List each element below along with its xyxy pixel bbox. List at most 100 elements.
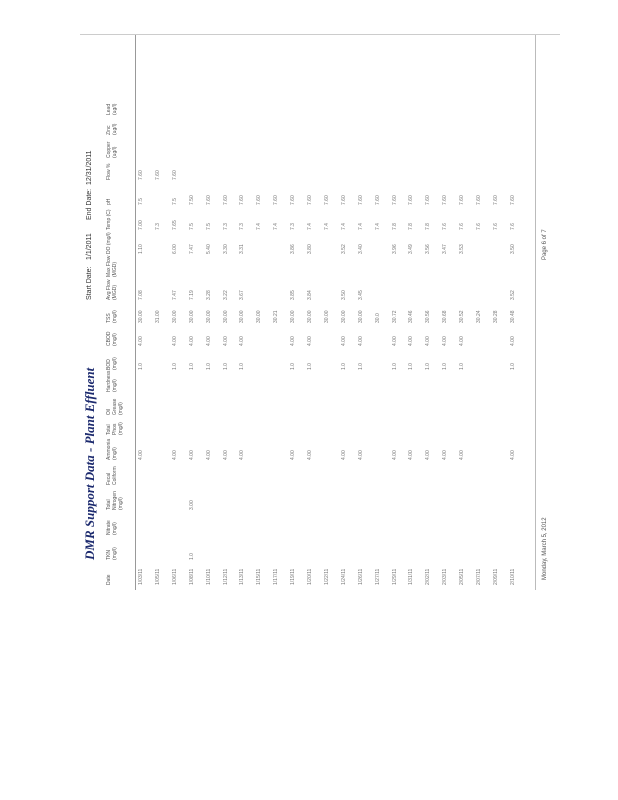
table-cell: 7.60 [492, 195, 499, 205]
table-cell: 1.0 [307, 363, 313, 370]
row-date: 1/26/11 [357, 568, 364, 585]
table-cell: 30.00 [188, 310, 195, 323]
column-header: Ammonia (mg/l) [106, 438, 118, 460]
footer-date: Monday, March 5, 2012 [542, 517, 548, 580]
table-cell: 1.0 [290, 363, 297, 370]
row-date: 1/10/11 [205, 568, 212, 585]
row-date: 2/05/11 [459, 568, 466, 585]
table-cell: 7.6 [492, 223, 499, 230]
table-cell: 3.50 [340, 290, 347, 300]
table-cell: 30.48 [509, 310, 516, 323]
table-cell: 1.0 [188, 553, 195, 560]
table-cell: 7.4 [340, 223, 347, 230]
table-cell: 30.00 [340, 310, 347, 323]
table-cell: 4.00 [171, 336, 178, 346]
column-header: Lead (ug/l) [106, 103, 118, 115]
table-cell: 3.85 [290, 290, 297, 300]
column-header: Temp (C) [106, 209, 112, 230]
column-header: Hardness (mg/l) [106, 370, 118, 392]
table-cell: 7.65 [171, 220, 178, 230]
table-cell: 4.00 [290, 450, 297, 460]
row-date: 1/06/11 [171, 568, 178, 585]
table-cell: 30.68 [442, 310, 449, 323]
table-cell: 30.52 [459, 310, 466, 323]
table-cell: 7.3 [290, 223, 297, 230]
table-cell: 4.00 [222, 450, 229, 460]
table-cell: 7.60 [323, 195, 330, 205]
table-cell: 7.00 [138, 220, 144, 230]
table-cell: 30.56 [425, 310, 432, 323]
table-cell: 5.40 [205, 244, 212, 254]
table-cell: 1.0 [171, 363, 178, 370]
row-date: 1/08/11 [188, 568, 195, 585]
table-cell: 30.00 [239, 310, 246, 323]
row-date: 1/03/11 [138, 568, 144, 585]
row-date: 1/29/11 [391, 568, 398, 585]
table-cell: 7.60 [273, 195, 280, 205]
table-cell: 4.00 [307, 450, 313, 460]
table-cell: 1.0 [138, 363, 144, 370]
row-date: 2/02/11 [425, 568, 432, 585]
table-cell: 30.00 [222, 310, 229, 323]
table-cell: 30.28 [492, 310, 499, 323]
table-cell: 3.80 [307, 244, 313, 254]
table-cell: 4.00 [408, 336, 415, 346]
table-cell: 30.00 [323, 310, 330, 323]
table-cell: 7.60 [290, 195, 297, 205]
column-header: Fecal Coliform [106, 466, 118, 485]
table-cell: 7.4 [256, 223, 263, 230]
table-cell: 1.0 [509, 363, 516, 370]
table-cell: 4.00 [171, 450, 178, 460]
table-cell: 4.00 [188, 336, 195, 346]
column-header: TSS (mg/l) [106, 310, 118, 323]
table-cell: 1.0 [357, 363, 364, 370]
table-cell: 30.21 [273, 310, 280, 323]
table-cell: 7.60 [509, 195, 516, 205]
row-date: 1/31/11 [408, 568, 415, 585]
row-date: 2/10/11 [509, 568, 516, 585]
table-cell: 7.4 [374, 223, 381, 230]
table-cell: 4.00 [459, 450, 466, 460]
table-cell: 3.56 [425, 244, 432, 254]
table-cell: 1.0 [222, 363, 229, 370]
table-cell: 7.5 [205, 223, 212, 230]
table-cell: 3.67 [239, 290, 246, 300]
row-date: 1/05/11 [154, 568, 161, 585]
table-cell: 7.3 [222, 223, 229, 230]
header-divider [135, 35, 136, 590]
row-date: 1/19/11 [290, 568, 297, 585]
row-date: 1/12/11 [222, 568, 229, 585]
table-cell: 7.5 [188, 223, 195, 230]
table-cell: 30.00 [171, 310, 178, 323]
column-header: Date [106, 574, 112, 585]
table-cell: 4.00 [509, 336, 516, 346]
table-cell: 7.6 [509, 223, 516, 230]
table-cell: 7.8 [391, 223, 398, 230]
table-cell: 3.52 [509, 290, 516, 300]
table-cell: 30.46 [408, 310, 415, 323]
table-cell: 30.72 [391, 310, 398, 323]
row-date: 1/22/11 [323, 568, 330, 585]
column-header: DO (mg/l) [106, 232, 112, 254]
table-cell: 1.0 [425, 363, 432, 370]
rotated-document-page: DMR Support Data - Plant Effluent Start … [80, 34, 560, 590]
table-cell: 4.00 [340, 450, 347, 460]
table-cell: 7.60 [340, 195, 347, 205]
table-cell: 4.00 [290, 336, 297, 346]
table-cell: 30.00 [307, 310, 313, 323]
table-cell: 3.50 [509, 244, 516, 254]
table-cell: 7.60 [357, 195, 364, 205]
footer-page: Page 6 of 7 [542, 229, 548, 260]
table-cell: 4.00 [239, 450, 246, 460]
table-cell: 7.6 [442, 223, 449, 230]
row-date: 1/17/11 [273, 568, 280, 585]
table-cell: 3.40 [357, 244, 364, 254]
table-cell: 31.00 [154, 310, 161, 323]
table-cell: 7.60 [459, 195, 466, 205]
end-date-label: End Date: [86, 188, 93, 220]
table-cell: 7.4 [323, 223, 330, 230]
table-cell: 7.4 [307, 223, 313, 230]
table-cell: 3.53 [459, 244, 466, 254]
row-date: 1/15/11 [256, 568, 263, 585]
table-cell: 30.00 [138, 310, 144, 323]
